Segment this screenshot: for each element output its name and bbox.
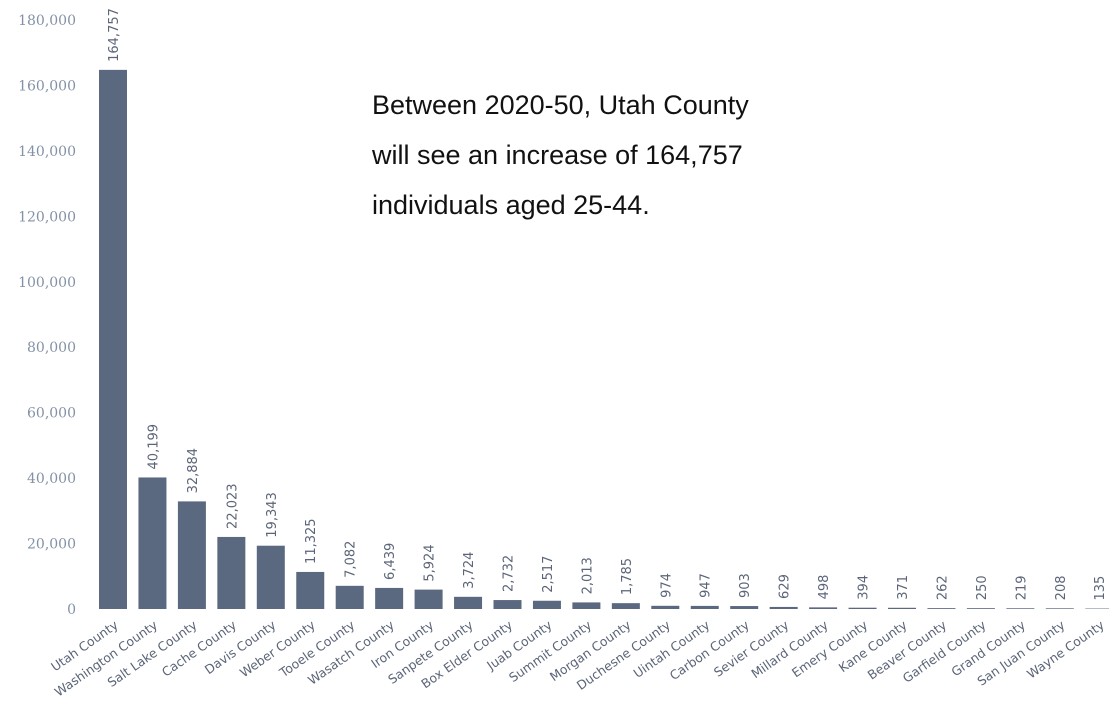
bar [532, 600, 561, 609]
bar [966, 608, 995, 609]
bar [927, 608, 956, 609]
value-label: 32,884 [186, 448, 201, 494]
bar [730, 606, 759, 609]
annotation: will see an increase of 164,757 [371, 140, 743, 170]
value-label: 3,724 [462, 552, 477, 589]
bar [888, 607, 916, 609]
bar [493, 600, 522, 609]
value-label: 250 [975, 575, 990, 600]
value-label: 208 [1054, 575, 1069, 600]
bar [611, 603, 640, 609]
value-label: 371 [896, 575, 911, 600]
annotation: Between 2020-50, Utah County [372, 90, 749, 120]
value-label: 629 [778, 574, 793, 599]
bar [414, 589, 443, 609]
value-label: 498 [817, 575, 832, 600]
value-label: 947 [699, 573, 714, 598]
y-tick-label: 0 [67, 602, 76, 618]
value-label: 394 [857, 575, 872, 600]
value-label: 2,517 [541, 556, 556, 593]
bar [809, 607, 838, 609]
value-label: 974 [659, 573, 674, 598]
value-label: 135 [1093, 576, 1108, 601]
bar [572, 602, 601, 609]
bar [335, 585, 364, 609]
value-label: 903 [738, 573, 753, 598]
value-label: 262 [935, 575, 950, 600]
bar [1045, 608, 1074, 609]
value-label: 1,785 [620, 558, 635, 595]
bar [769, 606, 798, 609]
bar [138, 477, 167, 609]
value-label: 7,082 [344, 541, 359, 578]
y-tick-label: 180,000 [18, 13, 76, 29]
value-label: 19,343 [265, 492, 280, 538]
y-tick-label: 20,000 [27, 537, 76, 553]
value-label: 40,199 [146, 424, 161, 470]
y-tick-label: 40,000 [27, 471, 76, 487]
y-tick-label: 160,000 [18, 78, 76, 94]
y-tick-label: 120,000 [18, 209, 76, 225]
value-label: 22,023 [225, 483, 240, 529]
bar [690, 605, 719, 609]
bar [848, 607, 877, 609]
y-tick-label: 60,000 [27, 406, 76, 422]
bar [454, 596, 483, 609]
value-label: 6,439 [383, 543, 398, 580]
y-tick-label: 80,000 [27, 340, 76, 356]
value-label: 11,325 [304, 518, 319, 564]
value-label: 164,757 [107, 8, 122, 62]
value-label: 2,732 [502, 555, 517, 592]
bar [296, 571, 325, 609]
bar [256, 545, 285, 609]
bar [99, 69, 127, 610]
y-tick-label: 140,000 [18, 144, 76, 160]
value-label: 219 [1014, 575, 1029, 600]
bar [217, 536, 246, 609]
value-label: 2,013 [580, 557, 595, 594]
bar [177, 501, 206, 609]
y-tick-label: 100,000 [18, 275, 76, 291]
bar [1006, 608, 1035, 609]
bar [651, 605, 680, 609]
bar [375, 587, 404, 609]
annotation: individuals aged 25-44. [372, 190, 650, 220]
value-label: 5,924 [423, 544, 438, 581]
